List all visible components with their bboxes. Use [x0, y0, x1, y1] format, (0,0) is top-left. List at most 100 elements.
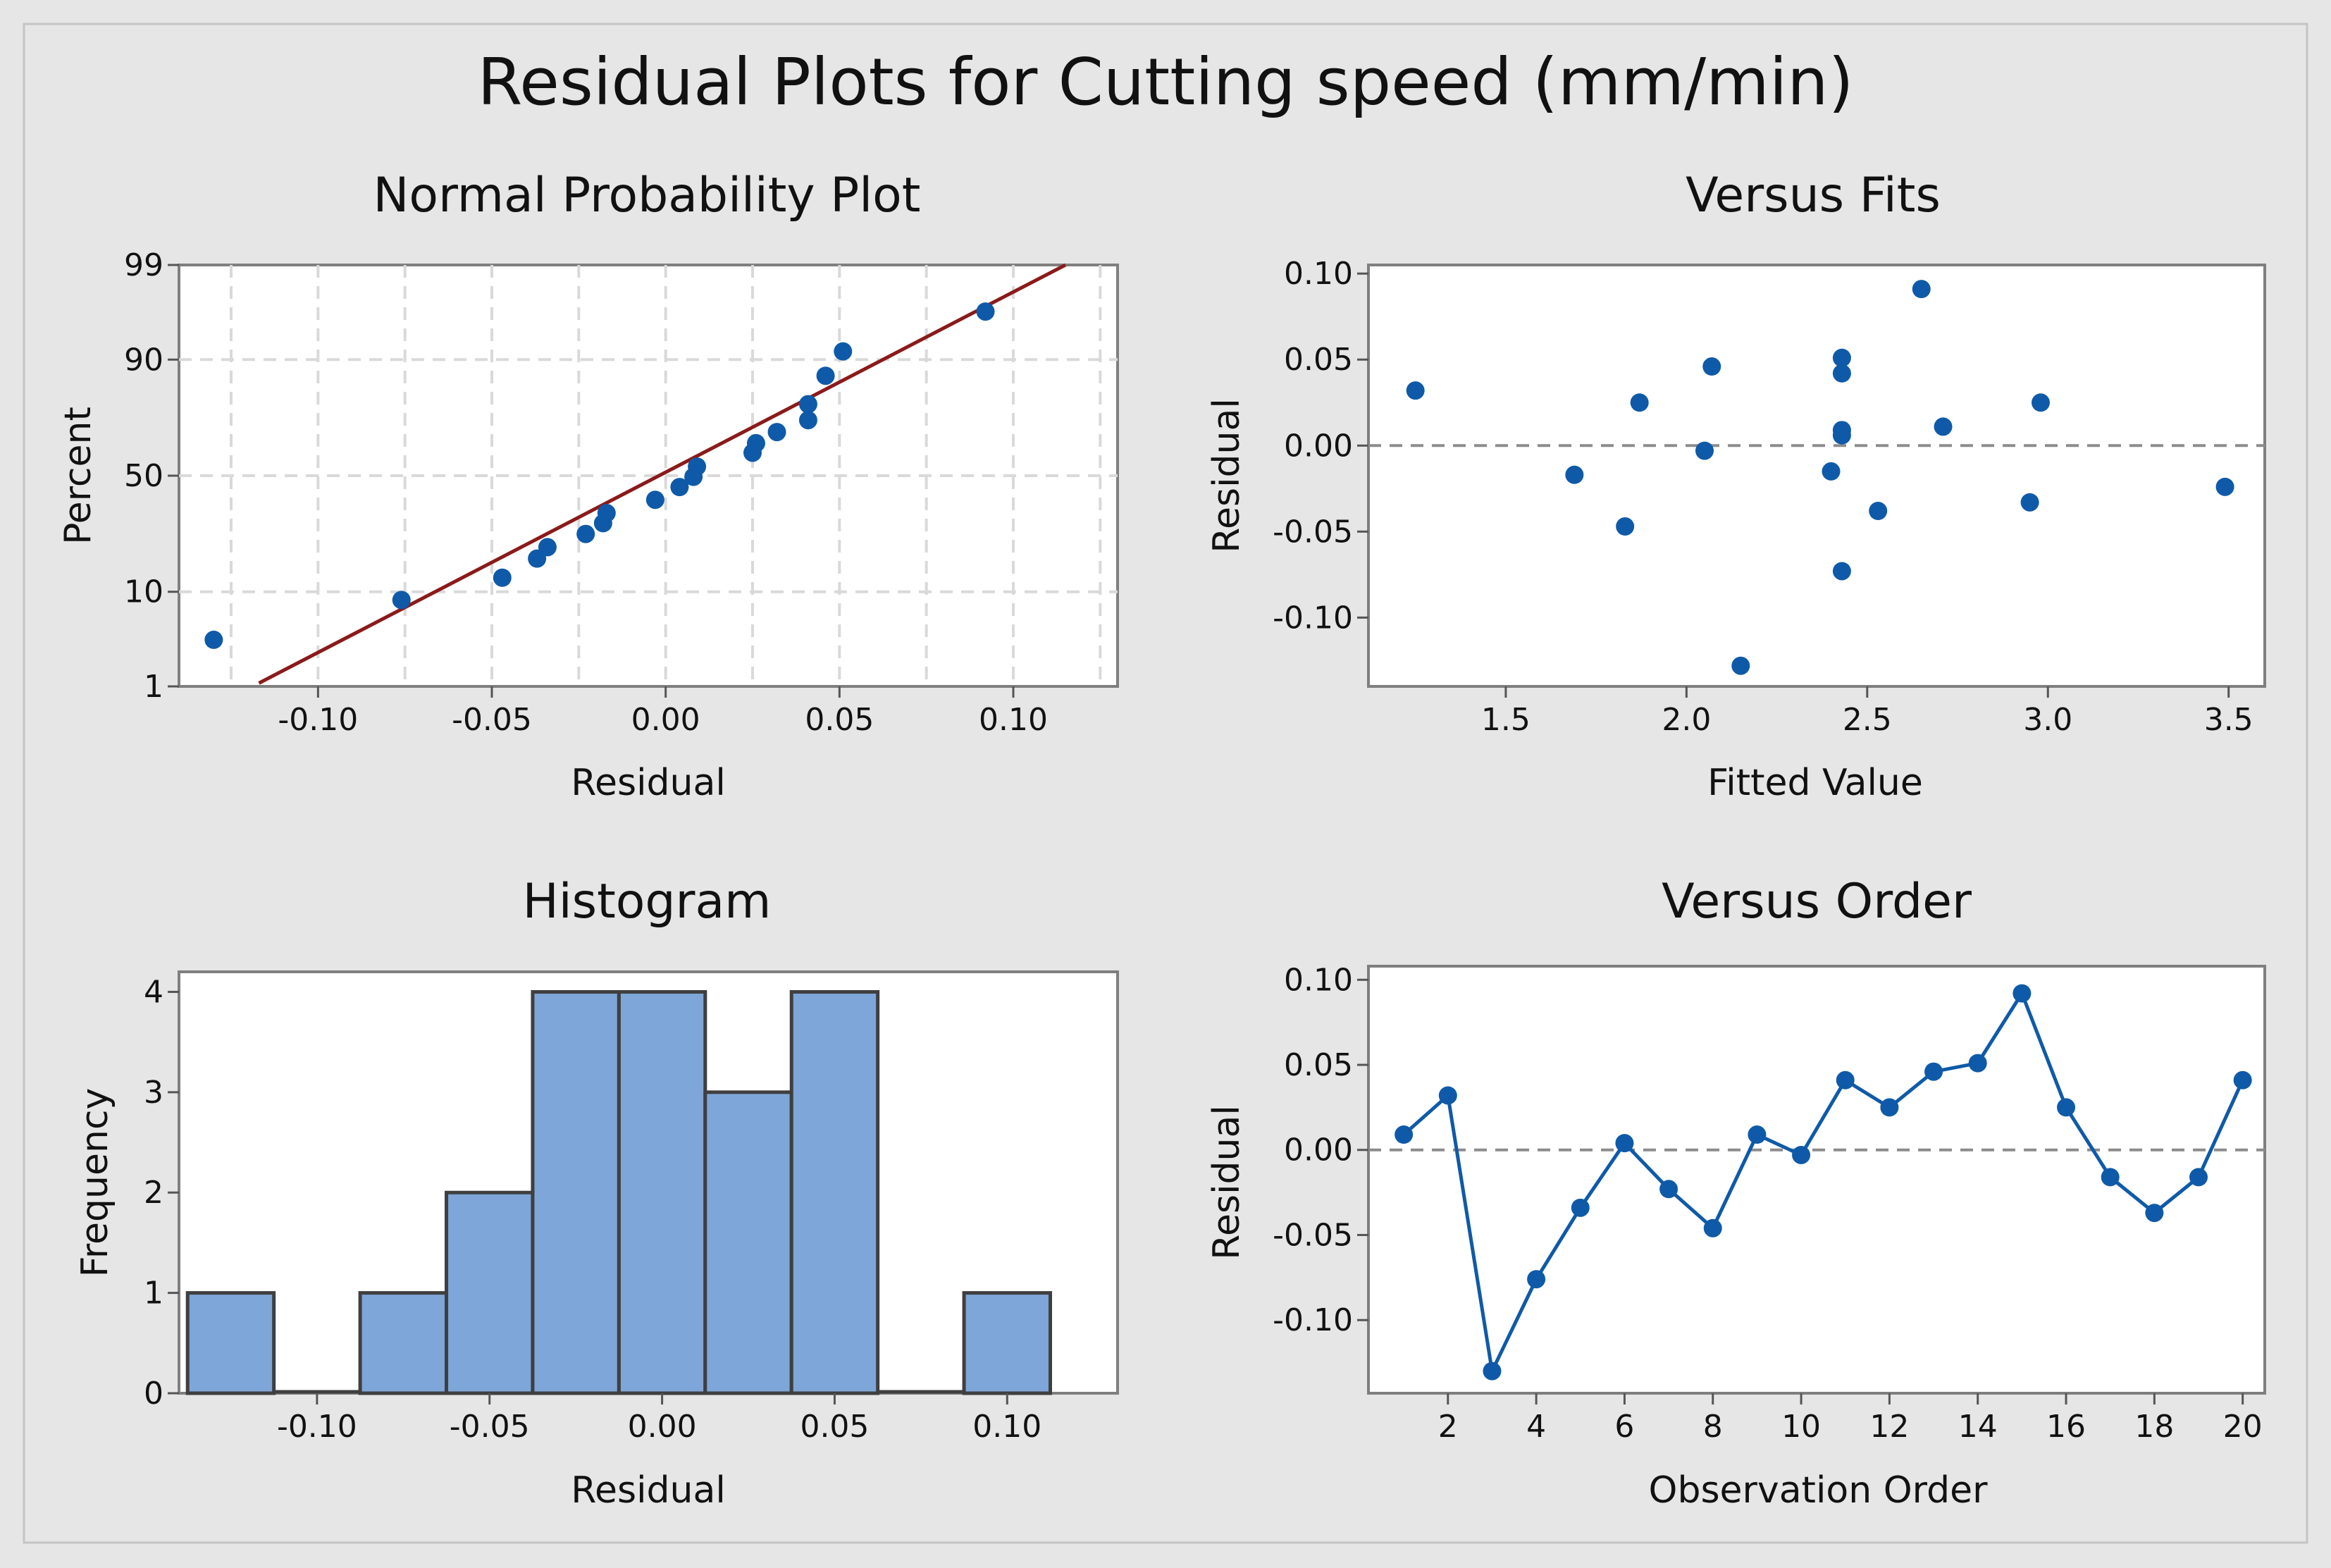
fits-data-point [1565, 465, 1584, 484]
fits-data-point [1616, 517, 1635, 536]
order-data-point [1924, 1062, 1943, 1081]
fits-data-point [1822, 462, 1841, 481]
order-x-tick-label: 4 [1526, 1409, 1546, 1445]
npp-x-tick-label: 0.05 [805, 702, 874, 738]
fits-y-tick-label: 0.10 [1284, 256, 1353, 292]
hist-y-tick-label: 2 [144, 1175, 163, 1211]
hist-bar [531, 989, 621, 1395]
order-x-tick-label: 2 [1438, 1409, 1458, 1445]
hist-bars [185, 989, 1053, 1395]
fits-data-point [1832, 426, 1851, 445]
order-data-point [2012, 984, 2032, 1003]
hist-x-tick-label: 0.00 [628, 1409, 697, 1445]
hist-bar [703, 1090, 793, 1395]
fits-data-point [1630, 393, 1649, 412]
hist-bar [962, 1291, 1053, 1395]
order-x-tick-label: 8 [1703, 1409, 1723, 1445]
fits-data-point [1832, 348, 1851, 367]
hist-x-tick-label: -0.10 [277, 1409, 357, 1445]
order-data-point [1483, 1362, 1502, 1381]
fits-points [1406, 280, 2234, 675]
order-data-point [2233, 1070, 2252, 1089]
fits-y-tick-label: 0.00 [1284, 428, 1353, 464]
order-plot-area [1367, 965, 2266, 1395]
order-y-tick-label: -0.10 [1273, 1302, 1353, 1338]
npp-data-point [392, 591, 411, 610]
hist-y-tick-label: 0 [144, 1376, 163, 1412]
hist-x-axis-label: Residual [571, 1469, 726, 1512]
order-data-point [2189, 1168, 2208, 1187]
hist-x-tick-label: 0.10 [972, 1409, 1041, 1445]
npp-data-point [576, 524, 595, 543]
npp-data-point [798, 411, 817, 430]
fits-data-point [1702, 357, 1721, 376]
npp-y-tick-label: 10 [124, 574, 163, 610]
hist-bar [617, 989, 707, 1395]
hist-bar [185, 1291, 276, 1395]
npp-data-point [597, 504, 616, 523]
order-x-tick-label: 16 [2046, 1409, 2086, 1445]
order-data-point [1792, 1145, 1811, 1164]
hist-y-axis-label: Frequency [74, 1088, 116, 1278]
npp-data-point [645, 490, 664, 510]
order-y-tick-label: 0.00 [1284, 1132, 1353, 1168]
npp-data-point [746, 433, 765, 452]
order-x-tick-label: 10 [1781, 1409, 1821, 1445]
fits-x-tick-label: 3.5 [2204, 702, 2253, 738]
order-data-point [1395, 1125, 1414, 1144]
order-data-point [1748, 1125, 1767, 1144]
fits-x-tick-label: 3.0 [2023, 702, 2072, 738]
order-y-ticks: 0.10 0.05 0.00 -0.05 -0.10 [1273, 962, 1368, 1338]
npp-data-point [688, 457, 707, 476]
fits-y-tick-label: -0.10 [1273, 600, 1353, 636]
npp-data-point [493, 568, 512, 587]
order-data-point [2057, 1098, 2076, 1117]
fits-data-point [2215, 477, 2234, 496]
fits-data-point [2032, 393, 2050, 412]
fits-data-point [1695, 441, 1714, 460]
order-y-tick-label: 0.10 [1284, 962, 1353, 998]
order-data-point [1438, 1086, 1457, 1105]
npp-data-point [976, 302, 995, 321]
histogram-panel: Histogram -0.10 -0.05 0.00 0.05 0.10 0 1 2 3 4 R… [74, 874, 1119, 1512]
npp-data-point [204, 630, 223, 649]
fits-x-axis-label: Fitted Value [1707, 762, 1923, 804]
npp-x-ticks: -0.10 -0.05 0.00 0.05 0.10 [278, 686, 1048, 738]
npp-data-point [538, 538, 557, 557]
hist-x-tick-label: 0.05 [800, 1409, 869, 1445]
normal-probability-plot-panel: Normal Probability Plot -0.10 -0.05 0.00 0.… [57, 168, 1119, 804]
order-points [1395, 984, 2252, 1381]
npp-x-tick-label: 0.10 [979, 702, 1048, 738]
npp-y-ticks: 1 10 50 90 99 [124, 247, 179, 705]
fits-data-point [1832, 364, 1851, 383]
order-y-axis-label: Residual [1206, 1105, 1248, 1260]
npp-title: Normal Probability Plot [373, 168, 921, 223]
order-series-line [1402, 992, 2244, 1373]
order-data-point [1615, 1134, 1634, 1153]
fits-data-point [1934, 417, 1953, 436]
fits-x-tick-label: 2.5 [1843, 702, 1892, 738]
fits-data-point [1912, 280, 1931, 299]
order-data-point [1571, 1198, 1590, 1217]
fits-title: Versus Fits [1686, 168, 1941, 223]
fits-y-tick-label: -0.05 [1273, 514, 1353, 550]
fits-y-axis-label: Residual [1206, 398, 1248, 553]
fits-y-tick-label: 0.05 [1284, 342, 1353, 378]
fits-data-point [2020, 493, 2039, 512]
npp-fit-line [258, 263, 1067, 685]
hist-x-ticks: -0.10 -0.05 0.00 0.05 0.10 [277, 1393, 1041, 1445]
npp-y-axis-label: Percent [57, 407, 99, 545]
fits-y-ticks: 0.10 0.05 0.00 -0.05 -0.10 [1273, 256, 1368, 636]
hist-y-ticks: 0 1 2 3 4 [144, 974, 179, 1412]
versus-order-panel: Versus Order 2 4 6 8 10 12 14 16 18 20 0.100.050.… [1206, 874, 2266, 1512]
fits-x-ticks: 1.5 2.0 2.5 3.0 3.5 [1481, 686, 2253, 738]
order-x-tick-label: 14 [1958, 1409, 1998, 1445]
fits-data-point [1832, 562, 1851, 581]
npp-points [204, 302, 995, 649]
hist-y-tick-label: 4 [144, 974, 163, 1010]
order-series-polyline [1402, 992, 2244, 1373]
npp-data-point [767, 423, 786, 442]
npp-x-axis-label: Residual [571, 762, 726, 804]
npp-data-point [834, 342, 853, 361]
